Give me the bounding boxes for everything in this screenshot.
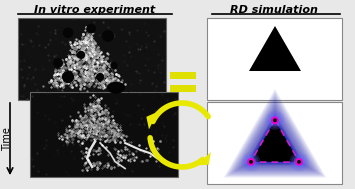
Polygon shape <box>251 120 299 162</box>
Circle shape <box>274 119 276 122</box>
Bar <box>207 18 342 100</box>
Circle shape <box>266 111 284 129</box>
Polygon shape <box>245 113 305 165</box>
Polygon shape <box>237 105 312 170</box>
Circle shape <box>63 72 73 82</box>
Circle shape <box>242 153 260 171</box>
Polygon shape <box>242 110 308 167</box>
Polygon shape <box>246 115 304 164</box>
Circle shape <box>294 157 304 167</box>
Bar <box>18 18 166 100</box>
Circle shape <box>270 115 280 125</box>
Circle shape <box>290 153 308 171</box>
Polygon shape <box>233 99 317 172</box>
Circle shape <box>272 117 279 124</box>
Circle shape <box>111 63 117 69</box>
Circle shape <box>64 28 73 37</box>
Circle shape <box>247 158 255 165</box>
Circle shape <box>272 117 278 123</box>
Polygon shape <box>250 119 300 163</box>
Ellipse shape <box>107 82 125 94</box>
Circle shape <box>87 25 95 33</box>
Text: Time: Time <box>2 127 12 151</box>
Polygon shape <box>240 107 310 168</box>
Polygon shape <box>249 26 301 71</box>
Polygon shape <box>235 102 315 171</box>
Circle shape <box>250 161 252 163</box>
Polygon shape <box>226 92 324 176</box>
Polygon shape <box>146 112 158 129</box>
Circle shape <box>268 113 282 127</box>
Polygon shape <box>224 89 326 177</box>
Polygon shape <box>196 152 211 166</box>
Polygon shape <box>231 97 319 174</box>
Circle shape <box>103 31 113 41</box>
Bar <box>170 85 196 92</box>
Polygon shape <box>246 115 304 164</box>
Circle shape <box>248 159 254 165</box>
Text: In vitro experiment: In vitro experiment <box>34 5 155 15</box>
Circle shape <box>246 157 256 167</box>
Circle shape <box>97 74 104 81</box>
Circle shape <box>273 146 277 150</box>
Circle shape <box>292 155 306 169</box>
Circle shape <box>296 159 302 165</box>
Circle shape <box>54 59 62 67</box>
Circle shape <box>295 158 302 165</box>
Bar <box>207 102 342 184</box>
Polygon shape <box>229 94 322 175</box>
Text: RD simulation: RD simulation <box>230 5 318 15</box>
Bar <box>30 92 178 177</box>
Polygon shape <box>249 118 301 163</box>
Circle shape <box>78 51 84 58</box>
Polygon shape <box>248 117 302 164</box>
Polygon shape <box>244 112 306 166</box>
Circle shape <box>298 161 300 163</box>
Bar <box>170 72 196 79</box>
Circle shape <box>244 155 258 169</box>
